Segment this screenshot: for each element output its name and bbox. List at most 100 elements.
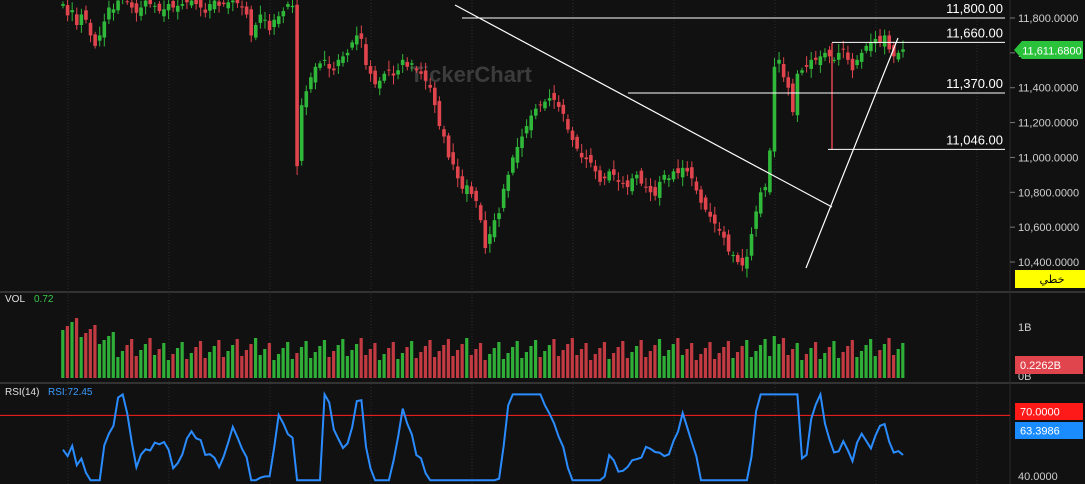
volume-bar xyxy=(290,359,294,378)
volume-bar xyxy=(795,343,799,378)
volume-bar xyxy=(621,341,625,378)
volume-bar xyxy=(231,345,235,378)
candle-body xyxy=(859,52,864,62)
volume-bar xyxy=(680,355,685,378)
volume-bar xyxy=(433,357,437,378)
volume-bar xyxy=(735,352,740,378)
candle-body xyxy=(125,1,130,3)
candle-body xyxy=(754,211,758,229)
chart-type-badge[interactable]: خطي xyxy=(1015,270,1085,288)
volume-bar xyxy=(887,338,891,378)
candle-body xyxy=(667,178,671,181)
volume-bar xyxy=(662,356,666,378)
volume-bar xyxy=(901,343,905,378)
volume-bar xyxy=(120,351,125,378)
volume-bar xyxy=(781,338,786,378)
volume-bar xyxy=(391,342,395,378)
candle-body xyxy=(813,57,818,60)
volume-bar xyxy=(556,356,561,378)
volume-bar xyxy=(70,322,74,378)
rsi-line xyxy=(62,390,904,482)
candle-body xyxy=(612,169,616,175)
volume-bar xyxy=(258,355,262,378)
candle-body xyxy=(763,187,768,191)
volume-bar xyxy=(657,339,662,378)
candle-body xyxy=(102,21,107,38)
volume-bar xyxy=(800,360,804,378)
volume-bar xyxy=(111,332,115,378)
volume-bar xyxy=(740,346,744,378)
volume-bar xyxy=(758,345,763,378)
candle-body xyxy=(235,0,240,4)
candle-body xyxy=(644,186,648,188)
candle-body xyxy=(410,63,414,65)
candle-body xyxy=(864,45,869,51)
volume-bar xyxy=(607,359,611,378)
candle-body xyxy=(497,213,501,220)
volume-bar xyxy=(827,347,831,378)
candle-body xyxy=(671,171,676,180)
svg-text:63.3986: 63.3986 xyxy=(1020,426,1060,438)
candle-body xyxy=(616,180,621,182)
candle-body xyxy=(561,104,566,114)
candle-body xyxy=(318,63,322,68)
candle-body xyxy=(185,0,189,3)
candle-body xyxy=(143,0,148,7)
volume-bar xyxy=(208,352,212,378)
volume-bar xyxy=(84,333,88,378)
volume-bar xyxy=(469,355,473,378)
volume-bar xyxy=(139,350,143,378)
volume-bar xyxy=(276,354,281,378)
volume-bar xyxy=(180,342,184,378)
volume-bar xyxy=(859,351,864,378)
candle-body xyxy=(171,0,175,8)
trendline[interactable] xyxy=(454,4,833,208)
candle-body xyxy=(726,234,731,252)
volume-bar xyxy=(198,341,203,378)
candle-body xyxy=(768,150,772,193)
candle-body xyxy=(589,154,593,163)
volume-bar xyxy=(731,358,735,378)
volume-bar xyxy=(653,345,657,378)
candle-body xyxy=(162,9,166,17)
horizontal-level-label: 11,370.00 xyxy=(946,76,1003,91)
candle-body xyxy=(648,186,653,193)
volume-bar xyxy=(61,330,65,378)
candle-body xyxy=(547,98,552,101)
candle-body xyxy=(221,2,226,5)
candle-body xyxy=(690,167,694,179)
candle-body xyxy=(433,87,437,106)
candle-body xyxy=(735,255,740,262)
candle-body xyxy=(249,9,253,36)
volume-bar xyxy=(189,353,193,378)
candle-body xyxy=(685,167,690,172)
candle-body xyxy=(74,14,79,25)
candle-body xyxy=(299,105,304,161)
volume-bar xyxy=(446,339,450,378)
volume-bar xyxy=(579,349,584,378)
volume-bar xyxy=(533,340,538,378)
volume-bar xyxy=(602,342,607,378)
candle-body xyxy=(556,102,561,107)
volume-bar xyxy=(442,345,446,378)
volume-bar xyxy=(492,348,496,378)
candle-body xyxy=(708,211,713,217)
candle-body xyxy=(253,24,258,38)
volume-bar xyxy=(368,349,372,378)
volume-bar xyxy=(855,357,859,378)
volume-bar xyxy=(253,338,258,378)
candle-body xyxy=(166,4,171,11)
candle-body xyxy=(286,4,290,7)
candle-body xyxy=(446,135,451,158)
candle-body xyxy=(653,187,657,196)
volume-value: 0.72 xyxy=(34,294,54,305)
candle-body xyxy=(506,174,511,191)
candle-body xyxy=(566,119,570,130)
volume-bar xyxy=(699,354,703,378)
volume-bar xyxy=(125,345,129,378)
candle-body xyxy=(359,33,364,39)
volume-bar xyxy=(511,347,515,378)
candle-body xyxy=(524,126,529,134)
volume-current-badge: 0.2262B xyxy=(1015,356,1083,374)
trendline[interactable] xyxy=(805,37,899,269)
